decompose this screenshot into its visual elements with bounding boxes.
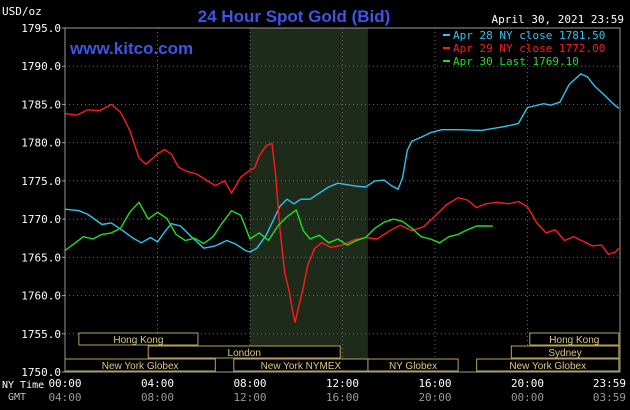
session-label: London <box>228 348 261 359</box>
legend-entry: Apr 28 NY close 1781.50 <box>453 29 605 42</box>
x-axis-ticks: 00:00 04:00 08:00 12:00 16:00 20:00 23:5904:00… <box>48 377 626 404</box>
x-tick-label-ny: 16:00 <box>418 377 451 390</box>
session-label: NY Globex <box>389 361 437 372</box>
chart-title: 24 Hour Spot Gold (Bid) <box>198 7 391 26</box>
session-box <box>476 358 620 372</box>
x-tick-label-ny: 23:59 <box>593 377 626 390</box>
y-tick-label: 1750.0 <box>21 366 61 379</box>
x-tick-label-gmt: 20:00 <box>418 391 451 404</box>
kitco-watermark: www.kitco.com <box>69 39 193 58</box>
y-tick-label: 1795.0 <box>21 22 61 35</box>
price-series <box>64 73 620 323</box>
series-line-1 <box>64 73 620 253</box>
market-sessions: Hong Kong Hong Kong London Sydney New York G… <box>64 332 620 372</box>
x-tick-label-ny: 04:00 <box>141 377 174 390</box>
series-line-3 <box>64 201 493 252</box>
session-label: New York Globex <box>102 361 179 372</box>
y-tick-label: 1755.0 <box>21 328 61 341</box>
nymex-highlight-band <box>250 28 368 372</box>
trading-highlight-band <box>250 28 368 372</box>
chart-date: April 30, 2021 23:59 <box>492 13 624 26</box>
x-tick-label-ny: 00:00 <box>48 377 81 390</box>
y-tick-label: 1770.0 <box>21 213 61 226</box>
y-tick-label: 1790.0 <box>21 60 61 73</box>
plot-frame <box>64 27 621 373</box>
y-tick-label: 1785.0 <box>21 98 61 111</box>
y-tick-label: 1780.0 <box>21 137 61 150</box>
session-label: New York Globex <box>509 361 586 372</box>
y-tick-label: 1760.0 <box>21 290 61 303</box>
x-axis-ny-time-label: NY Time <box>2 380 44 391</box>
x-tick-label-ny: 12:00 <box>326 377 359 390</box>
y-axis-ticks: 1795.0 1790.0 1785.0 1780.0 1775.0 1770.0 1765… <box>21 22 65 379</box>
session-label: New York NYMEX <box>261 361 342 372</box>
x-axis-gmt-label: GMT <box>8 392 26 403</box>
session-label: Hong Kong <box>549 335 599 346</box>
y-tick-label: 1765.0 <box>21 251 61 264</box>
session-box <box>367 358 459 372</box>
x-tick-label-gmt: 04:00 <box>48 391 81 404</box>
series-line-2 <box>64 103 620 323</box>
session-box <box>78 332 199 346</box>
x-tick-label-gmt: 12:00 <box>233 391 266 404</box>
x-tick-label-gmt: 08:00 <box>141 391 174 404</box>
legend-entry: Apr 30 Last 1769.10 <box>453 55 579 68</box>
session-box <box>529 332 620 346</box>
y-axis-unit-label: USD/oz <box>2 5 42 18</box>
session-label: Sydney <box>548 348 581 359</box>
x-tick-label-ny: 08:00 <box>233 377 266 390</box>
x-tick-label-gmt: 03:59 <box>593 391 626 404</box>
x-tick-label-ny: 20:00 <box>511 377 544 390</box>
y-tick-label: 1775.0 <box>21 175 61 188</box>
x-tick-label-gmt: 16:00 <box>326 391 359 404</box>
session-box <box>147 345 341 359</box>
session-label: Hong Kong <box>113 335 163 346</box>
legend-entry: Apr 29 NY close 1772.00 <box>453 42 605 55</box>
x-tick-label-gmt: 00:00 <box>511 391 544 404</box>
session-box <box>510 345 620 359</box>
